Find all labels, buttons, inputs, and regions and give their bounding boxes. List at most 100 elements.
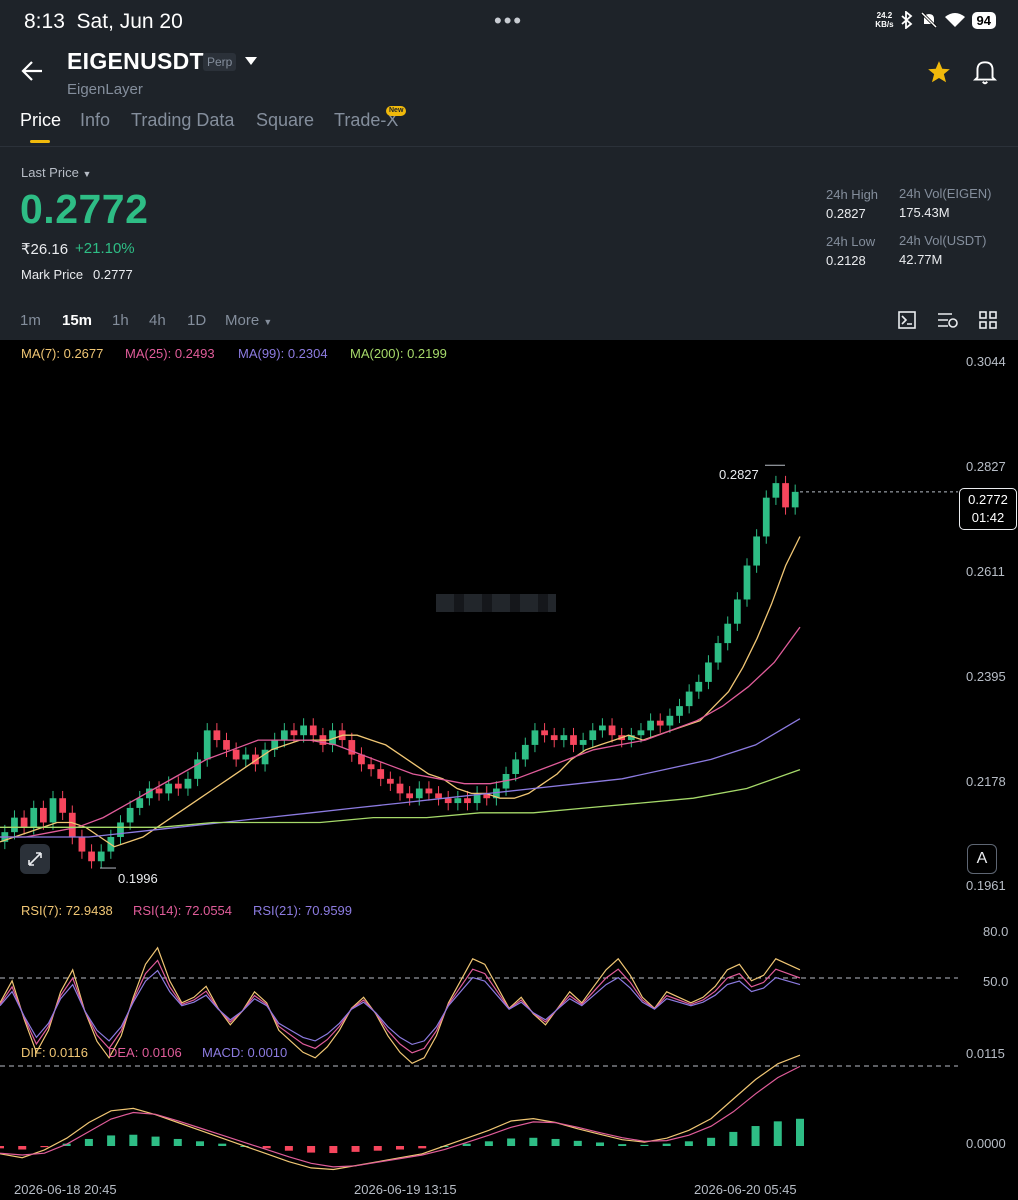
alert-bell-icon[interactable] (972, 58, 998, 86)
rsi14-legend: RSI(14): 72.0554 (133, 903, 233, 918)
candle-body (252, 754, 259, 765)
ma99-line (0, 718, 801, 838)
macd-histogram-bar (262, 1146, 271, 1149)
macd-histogram-bar (640, 1144, 649, 1146)
candle-body (493, 788, 500, 799)
price-chart[interactable] (0, 340, 1018, 1200)
candle-body (68, 812, 76, 838)
tab-trade-x[interactable]: Trade-X (334, 110, 399, 130)
candle-body (261, 749, 269, 765)
interval-1m[interactable]: 1m (20, 312, 41, 329)
symbol-title[interactable]: EIGENUSDT (67, 48, 204, 74)
candle-body (415, 788, 423, 799)
last-price: 0.2772 (20, 186, 149, 232)
candle-body (531, 730, 539, 745)
vol-quote-label: 24h Vol(USDT) (899, 233, 987, 248)
candle-body (560, 735, 568, 741)
candle-body (791, 491, 799, 508)
macd-legend: MACD: 0.0010 (202, 1045, 288, 1060)
macd-histogram-bar (507, 1138, 516, 1146)
macd-histogram-bar (351, 1146, 360, 1152)
back-arrow-icon[interactable] (20, 58, 46, 84)
rsi21-legend: RSI(21): 70.9599 (253, 903, 353, 918)
symbol-dropdown-icon[interactable] (244, 56, 258, 66)
macd-histogram-bar (418, 1146, 427, 1149)
macd-histogram-bar (373, 1146, 382, 1151)
candle-body (232, 749, 240, 760)
more-dots-icon[interactable]: ••• (494, 8, 524, 33)
candle-body (637, 730, 645, 736)
candle-body (724, 623, 732, 644)
candle-body (656, 720, 664, 726)
interval-more[interactable]: More ▼ (225, 312, 273, 329)
ma7-legend: MA(7): 0.2677 (21, 346, 104, 361)
fullscreen-button[interactable] (20, 844, 50, 874)
candle-body (512, 759, 520, 774)
macd-histogram-bar (151, 1136, 160, 1146)
price-axis-label: 0.3044 (966, 354, 1006, 369)
interval-4h[interactable]: 4h (149, 312, 166, 329)
candle-body (290, 730, 298, 736)
vol-quote-value: 42.77M (899, 252, 943, 267)
mute-icon (920, 11, 937, 29)
candle-body (647, 720, 654, 731)
macd-histogram-bar (529, 1137, 538, 1146)
favorite-star-icon[interactable] (926, 59, 952, 85)
last-price-selector[interactable]: Last Price ▼ (21, 165, 92, 180)
candle-body (165, 783, 173, 794)
macd-histogram-bar (618, 1144, 627, 1146)
candle-body (550, 735, 558, 741)
current-price-tag: 0.2772 01:42 (959, 488, 1017, 530)
candle-body (454, 798, 462, 804)
macd-histogram-bar (196, 1141, 204, 1146)
price-change: +21.10% (75, 240, 135, 257)
tab-price[interactable]: Price (20, 110, 62, 130)
watermark (436, 594, 556, 612)
time-axis-label: 2026-06-19 13:15 (354, 1182, 457, 1197)
rsi-axis-label: 50.0 (983, 974, 1009, 989)
candle-body (78, 837, 86, 852)
chart-type-icon[interactable] (897, 310, 917, 330)
interval-1d[interactable]: 1D (187, 312, 207, 329)
tab-square[interactable]: Square (256, 110, 315, 130)
interval-15m[interactable]: 15m (62, 312, 93, 329)
bluetooth-icon (900, 11, 912, 29)
interval-1h[interactable]: 1h (112, 312, 129, 329)
candle-body (136, 798, 144, 808)
candle-body (464, 798, 471, 804)
tab-trading-data[interactable]: Trading Data (131, 110, 235, 130)
indicator-settings-icon[interactable] (937, 310, 959, 330)
ma200-line (0, 768, 801, 828)
dif-legend: DIF: 0.0116 (21, 1045, 88, 1060)
rsi7-line (0, 946, 801, 1065)
candle-body (348, 740, 356, 755)
candle-body (579, 740, 587, 745)
candle-body (483, 793, 491, 799)
ma25-legend: MA(25): 0.2493 (125, 346, 215, 361)
vol-base-value: 175.43M (899, 205, 950, 220)
price-axis-label: 0.2178 (966, 774, 1006, 789)
candle-body (627, 735, 635, 741)
candle-body (521, 744, 529, 760)
candle-body (213, 730, 221, 741)
active-tab-indicator (30, 140, 50, 143)
ma25-line (0, 626, 801, 838)
macd-histogram-bar (107, 1135, 116, 1146)
auto-scale-button[interactable]: A (967, 844, 997, 874)
macd-histogram-bar (729, 1131, 738, 1146)
candle-body (126, 807, 134, 823)
macd-histogram-bar (462, 1143, 471, 1146)
tab-info[interactable]: Info (80, 110, 111, 130)
macd-histogram-bar (18, 1146, 27, 1150)
candle-body (444, 798, 452, 804)
high-marker-label: 0.2827 (719, 467, 759, 482)
fiat-price: ₹26.16 (21, 241, 69, 258)
candle-body (358, 754, 365, 765)
layout-grid-icon[interactable] (978, 310, 998, 330)
low-value: 0.2128 (826, 253, 866, 268)
expand-icon (28, 852, 42, 866)
candle-body (329, 730, 336, 745)
candle-body (146, 788, 153, 799)
macd-histogram-bar (484, 1141, 493, 1146)
candle-body (753, 536, 760, 566)
